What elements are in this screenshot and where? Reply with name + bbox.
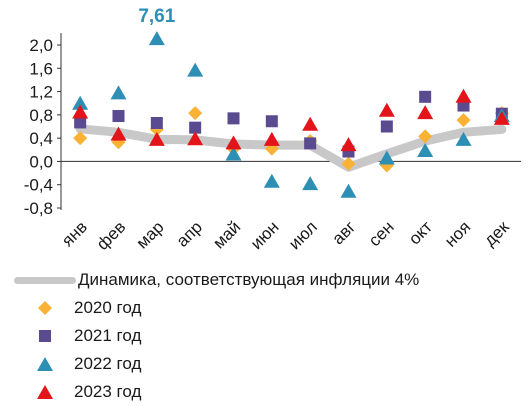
data-point-2023-год <box>493 110 510 125</box>
diamond-icon <box>38 301 52 315</box>
data-point-2022-год <box>187 62 204 77</box>
legend-label-band: Динамика, соответствующая инфляции 4% <box>78 270 420 289</box>
y-tick-label: 0,0 <box>29 152 53 171</box>
y-tick-label: 0,8 <box>29 106 53 125</box>
data-point-2023-год <box>148 131 165 146</box>
data-point-2020-год <box>341 156 356 171</box>
y-tick-label: 0,4 <box>29 129 53 148</box>
legend-label-2022: 2022 год <box>74 354 142 373</box>
y-axis: 2,0 1,6 1,2 0,8 0,4 0,0 -0,4 -0,8 <box>24 33 62 218</box>
data-point-2022-год <box>263 173 280 188</box>
data-point-2022-год <box>417 142 434 157</box>
data-point-2022-год <box>148 31 165 46</box>
data-point-2023-год <box>72 104 89 119</box>
x-tick-label: июл <box>285 217 321 253</box>
data-point-2022-год <box>455 131 472 146</box>
x-tick-label: мар <box>133 217 168 252</box>
y-tick-label: 2,0 <box>29 36 53 55</box>
x-tick-label: апр <box>173 217 206 250</box>
inflation-band-line <box>75 124 507 172</box>
data-point-2023-год <box>110 126 127 141</box>
data-point-2020-год <box>73 131 88 146</box>
legend-swatch-2020 <box>16 297 74 319</box>
data-point-2020-год <box>456 113 471 128</box>
x-tick-label: ноя <box>441 217 474 250</box>
data-points <box>72 31 510 198</box>
x-tick-label: июн <box>247 217 283 253</box>
data-point-2020-год <box>188 106 203 121</box>
y-tick-label: 1,2 <box>29 83 53 102</box>
data-point-2021-год <box>112 110 125 123</box>
x-tick-label: дек <box>480 217 513 250</box>
data-point-2021-год <box>227 112 240 125</box>
data-point-2020-год <box>149 122 164 137</box>
x-tick-label: фев <box>93 217 129 253</box>
square-icon <box>39 330 51 342</box>
x-tick-label: окт <box>405 217 436 248</box>
data-point-2023-год <box>340 137 357 152</box>
data-point-2023-год <box>378 102 395 117</box>
legend-item-band: Динамика, соответствующая инфляции 4% <box>12 266 526 294</box>
data-point-2021-год <box>150 117 163 130</box>
triangle-icon <box>37 385 53 399</box>
inflation-band <box>75 124 507 172</box>
x-axis: янв фев мар апр май июн июл авг сен окт ноя дек <box>58 160 521 254</box>
legend-item-2023: 2023 год <box>16 378 526 406</box>
data-point-2022-год <box>378 150 395 165</box>
data-point-2022-год <box>72 95 89 110</box>
data-point-2021-год <box>419 90 432 103</box>
data-point-2021-год <box>265 115 278 128</box>
data-point-2021-год <box>380 120 393 133</box>
legend: Динамика, соответствующая инфляции 4% 20… <box>14 266 526 406</box>
y-tick-label: -0,8 <box>24 199 53 218</box>
data-point-2023-год <box>302 116 319 131</box>
data-point-2022-год <box>225 146 242 161</box>
x-tick-label: сен <box>365 217 398 250</box>
x-tick-label: авг <box>328 217 359 248</box>
data-point-2022-год <box>110 85 127 100</box>
chart: 2,0 1,6 1,2 0,8 0,4 0,0 -0,4 -0,8 янв фев мар апр м… <box>24 6 521 254</box>
data-point-2022-год <box>302 176 319 191</box>
legend-swatch-2021 <box>16 325 74 347</box>
legend-swatch-band <box>12 269 78 291</box>
legend-swatch-2023 <box>16 381 74 403</box>
legend-swatch-2022 <box>16 353 74 375</box>
data-point-2020-год <box>418 129 433 144</box>
data-point-2021-год <box>304 137 317 150</box>
legend-item-2022: 2022 год <box>16 350 526 378</box>
data-point-2023-год <box>417 105 434 120</box>
triangle-icon <box>37 357 53 371</box>
data-point-2022-год <box>340 183 357 198</box>
x-tick-label: май <box>209 217 244 252</box>
data-point-2023-год <box>225 135 242 150</box>
legend-label-2020: 2020 год <box>74 298 142 317</box>
y-tick-label: -0,4 <box>24 176 53 195</box>
data-point-2023-год <box>187 131 204 146</box>
x-tick-label: янв <box>58 217 91 250</box>
data-point-2023-год <box>263 131 280 146</box>
data-point-2021-год <box>74 116 87 129</box>
data-point-2023-год <box>455 88 472 103</box>
y-tick-label: 1,6 <box>29 59 53 78</box>
legend-label-2021: 2021 год <box>74 326 142 345</box>
band-line <box>14 276 76 284</box>
legend-item-2020: 2020 год <box>16 294 526 322</box>
legend-item-2021: 2021 год <box>16 322 526 350</box>
data-point-2021-год <box>189 121 202 134</box>
outlier-label: 7,61 <box>138 6 175 27</box>
legend-label-2023: 2023 год <box>74 382 142 401</box>
